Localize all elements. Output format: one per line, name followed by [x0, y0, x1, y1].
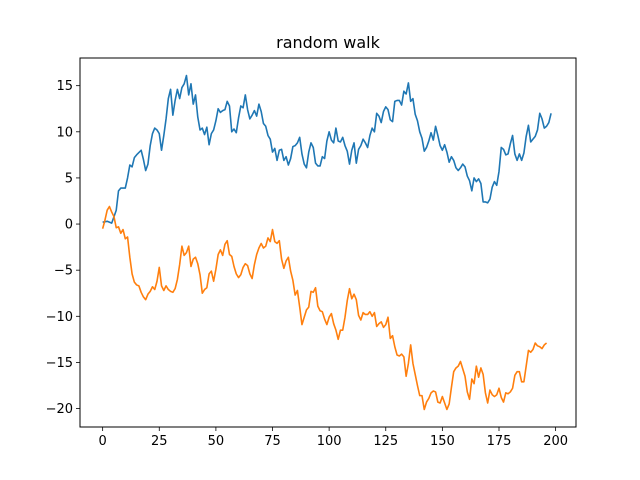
y-tick-label: 10 — [56, 125, 73, 140]
x-tick-label: 50 — [208, 434, 225, 449]
chart-title: random walk — [276, 33, 380, 52]
plot-area-frame — [79, 57, 577, 428]
y-tick-label: 0 — [65, 218, 73, 233]
y-axis: −20 −15 −10 −5 0 5 10 15 — [46, 79, 80, 417]
y-tick-label: 5 — [65, 171, 73, 186]
x-tick-label: 100 — [317, 434, 342, 449]
series-line-1 — [102, 74, 552, 224]
y-tick-label: −10 — [46, 310, 73, 325]
y-tick-label: −20 — [46, 402, 73, 417]
x-tick-label: 0 — [99, 434, 107, 449]
x-tick-label: 75 — [264, 434, 281, 449]
y-tick-label: −15 — [46, 356, 73, 371]
x-tick-label: 200 — [543, 434, 568, 449]
x-tick-label: 25 — [151, 434, 168, 449]
x-axis: 0 25 50 75 100 125 150 175 200 — [99, 427, 568, 449]
x-tick-label: 125 — [373, 434, 398, 449]
y-tick-label: 15 — [56, 79, 73, 94]
x-tick-label: 150 — [430, 434, 455, 449]
y-tick-label: −5 — [54, 264, 73, 279]
series-layer — [101, 74, 552, 411]
series-line-2 — [101, 205, 548, 411]
x-tick-label: 175 — [487, 434, 512, 449]
